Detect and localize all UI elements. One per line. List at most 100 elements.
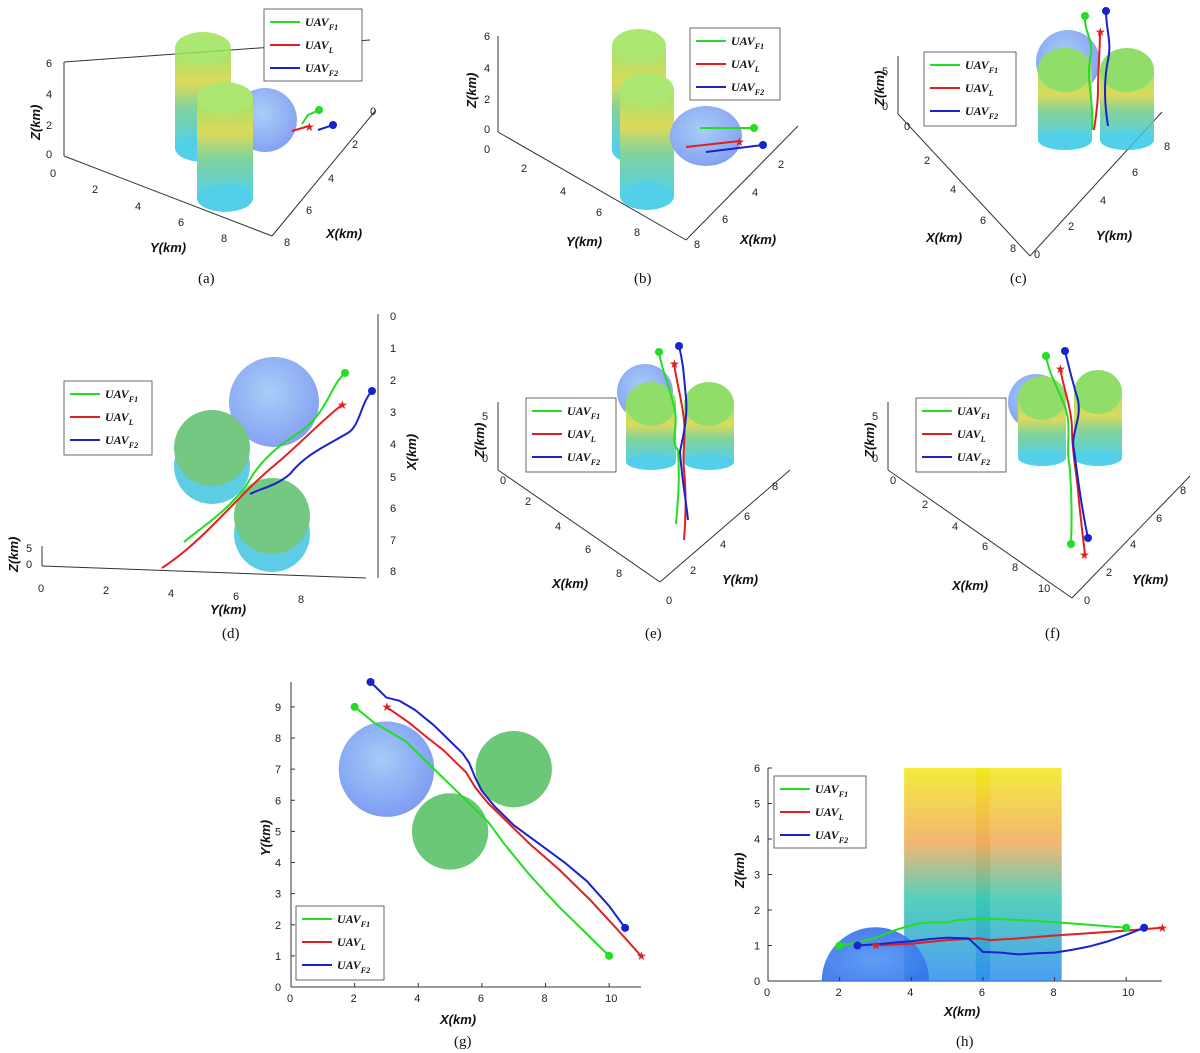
uav-f1-marker	[835, 941, 844, 950]
svg-text:6: 6	[1156, 513, 1162, 525]
panel-e: 5 0 0 2 4 6 8 0 2 4 6 8 Z(km) X(km) Y(km…	[472, 342, 791, 607]
svg-text:6: 6	[982, 541, 988, 553]
legend-label-l: UAVL	[105, 410, 134, 427]
svg-text:4: 4	[1130, 539, 1136, 551]
svg-text:6: 6	[596, 207, 602, 219]
legend-label-l: UAVL	[957, 427, 986, 444]
legend: UAVF1 UAVL UAVF2	[915, 397, 1007, 473]
svg-text:8: 8	[298, 594, 304, 606]
uav-l-marker: ★	[734, 135, 745, 149]
legend-label-f1: UAVF1	[305, 15, 338, 32]
legend-label-f2: UAVF2	[957, 450, 990, 467]
panel-f-paths: ★ ★	[1042, 347, 1092, 562]
uav-l-marker: ★	[304, 120, 315, 134]
uav-f2-marker	[853, 941, 862, 950]
panel-b-paths: ★	[685, 124, 767, 153]
x-tick-label: 4	[414, 993, 420, 1005]
svg-text:8: 8	[1010, 243, 1016, 255]
panel-b-obstacles	[612, 29, 742, 210]
uav-l-marker: ★	[1157, 921, 1168, 935]
svg-text:7: 7	[390, 535, 396, 547]
svg-text:0: 0	[484, 124, 490, 136]
uav-f1-marker	[605, 951, 614, 960]
svg-text:8: 8	[616, 568, 622, 580]
panel-g-obstacles	[338, 721, 552, 870]
legend-label-f2: UAVF2	[105, 433, 138, 450]
uav-f2-path	[1064, 350, 1089, 539]
svg-text:2: 2	[46, 120, 52, 132]
svg-text:6: 6	[46, 58, 52, 70]
svg-text:2: 2	[922, 499, 928, 511]
svg-text:0: 0	[500, 475, 506, 487]
panel-c-paths: ★	[1081, 7, 1111, 131]
uav-f1-path	[354, 706, 610, 957]
panel-a-axes: 6 4 2 0 0 2 4 6 8 0 2 4 6 8 Z(km) Y(km) …	[28, 39, 377, 255]
panel-d-axes: 0 1 2 3 4 5 6 7 8 5 0 0 2 4 6 8 X(km) Z(…	[6, 311, 419, 617]
legend-label-l: UAVL	[305, 38, 334, 55]
cylinder-obstacle	[1018, 376, 1066, 466]
panel-f-xlabel: X(km)	[951, 578, 988, 593]
uav-l-path	[685, 140, 741, 148]
panel-d: 0 1 2 3 4 5 6 7 8 5 0 0 2 4 6 8 X(km) Z(…	[6, 311, 419, 617]
svg-text:2: 2	[92, 184, 98, 196]
y-tick-label: 5	[275, 826, 281, 838]
uav-f2-marker	[621, 923, 630, 932]
svg-text:2: 2	[103, 585, 109, 597]
legend-label-f1: UAVF1	[965, 58, 998, 75]
legend-label-l: UAVL	[731, 57, 760, 74]
uav-f2-marker	[368, 387, 376, 395]
caption-b: (b)	[634, 271, 652, 287]
svg-text:4: 4	[135, 201, 141, 213]
legend-label-l: UAVL	[815, 805, 844, 822]
panel-d-ylabel: Y(km)	[210, 602, 246, 617]
svg-text:0: 0	[882, 101, 888, 113]
svg-text:8: 8	[1164, 141, 1170, 153]
svg-text:2: 2	[352, 139, 358, 151]
y-tick-label: 5	[754, 799, 760, 811]
panel-b-xlabel: X(km)	[739, 232, 776, 247]
legend-label-f2: UAVF2	[337, 958, 370, 975]
uav-l-path	[161, 403, 344, 569]
panel-g-ylabel: Y(km)	[258, 820, 273, 856]
uav-l-marker: ★	[1095, 25, 1106, 39]
x-tick-label: 10	[605, 993, 617, 1005]
panel-b-ylabel: Y(km)	[566, 234, 602, 249]
svg-text:6: 6	[390, 503, 396, 515]
legend-label-f2: UAVF2	[731, 80, 764, 97]
x-tick-label: 2	[351, 993, 357, 1005]
x-tick-label: 0	[764, 987, 770, 999]
uav-l-marker: ★	[337, 398, 348, 412]
svg-text:0: 0	[390, 311, 396, 323]
svg-text:0: 0	[482, 453, 488, 465]
x-tick-label: 8	[542, 993, 548, 1005]
uav-l-marker: ★	[381, 700, 392, 714]
caption-a: (a)	[198, 271, 215, 287]
y-tick-label: 4	[275, 858, 281, 870]
svg-text:2: 2	[924, 155, 930, 167]
uav-l-path	[385, 706, 642, 957]
y-tick-label: 3	[754, 870, 760, 882]
svg-text:2: 2	[1106, 567, 1112, 579]
panel-f-obstacles	[1008, 370, 1122, 466]
legends: UAVF1UAVLUAVF2UAVF1UAVLUAVF2UAVF1UAVLUAV…	[63, 8, 1017, 981]
svg-text:4: 4	[952, 521, 958, 533]
svg-text:5: 5	[26, 543, 32, 555]
svg-text:5: 5	[482, 411, 488, 423]
uav-f1-marker	[750, 124, 758, 132]
uav-f2-path	[249, 390, 373, 495]
svg-text:5: 5	[872, 411, 878, 423]
svg-text:4: 4	[46, 89, 52, 101]
legend: UAVF1 UAVL UAVF2	[923, 51, 1017, 127]
y-tick-label: 0	[275, 982, 281, 994]
panel-g-axes	[290, 682, 641, 988]
panel-a-ylabel: Y(km)	[150, 240, 186, 255]
uav-f2-path	[369, 681, 626, 929]
legend-label-f1: UAVF1	[567, 404, 600, 421]
panel-g-paths: ★★	[350, 678, 647, 963]
svg-text:8: 8	[694, 239, 700, 251]
panel-e-paths: ★	[655, 342, 689, 541]
uav-f1-marker	[1067, 540, 1075, 548]
y-tick-label: 4	[754, 834, 760, 846]
svg-text:0: 0	[1034, 249, 1040, 261]
